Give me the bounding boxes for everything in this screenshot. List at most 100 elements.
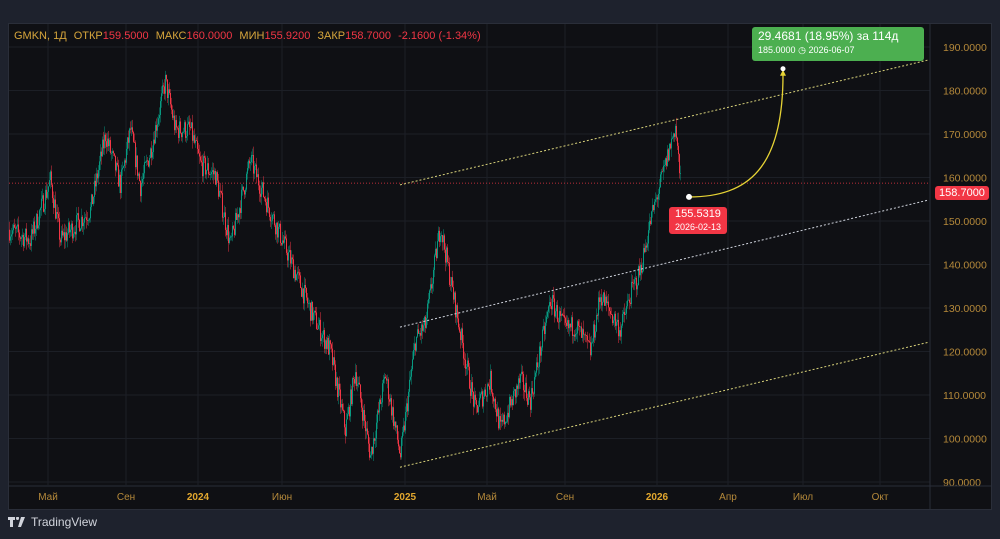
target-change: 29.4681 (18.95%) за 114д	[758, 29, 899, 43]
change-value: -2.1600 (-1.34%)	[398, 30, 481, 42]
candle	[594, 324, 595, 338]
candle	[35, 228, 36, 234]
candle	[59, 218, 60, 240]
candle	[104, 134, 105, 149]
candle	[12, 230, 13, 235]
candle	[301, 287, 302, 297]
candle	[577, 321, 578, 334]
candle	[330, 340, 331, 345]
candle	[133, 132, 134, 142]
candle	[127, 137, 128, 149]
candle	[647, 243, 648, 248]
candle	[441, 235, 442, 237]
candle	[76, 215, 77, 235]
candle	[130, 128, 131, 130]
candle	[150, 148, 151, 159]
candle	[274, 214, 275, 226]
low-value: 155.9200	[264, 30, 311, 42]
candle	[217, 172, 218, 181]
candle	[230, 236, 231, 238]
candle	[213, 170, 214, 175]
candle	[360, 384, 361, 399]
candle	[660, 174, 661, 188]
candle	[523, 374, 524, 391]
candle	[524, 390, 525, 393]
candle	[183, 131, 184, 133]
brand-name: TradingView	[31, 515, 98, 529]
candle	[409, 379, 410, 392]
candle	[182, 132, 183, 138]
candle	[531, 388, 532, 410]
candle	[604, 292, 605, 306]
candle	[571, 317, 572, 328]
candle	[539, 346, 540, 367]
candle	[64, 232, 65, 241]
candles	[9, 70, 681, 462]
candle	[121, 169, 122, 193]
x-tick-label: Сен	[556, 492, 574, 503]
candle	[512, 399, 513, 406]
candle	[642, 270, 643, 273]
candle	[528, 391, 529, 405]
chart-panel[interactable]	[8, 23, 992, 510]
ohlc-legend: GMKN, 1Д ОТКР159.5000 МАКС160.0000 МИН15…	[14, 30, 485, 42]
candle	[211, 172, 212, 175]
candle	[166, 74, 167, 80]
candle	[453, 287, 454, 300]
tradingview-logo[interactable]: TradingView	[8, 515, 97, 529]
candle	[285, 236, 286, 239]
candle	[249, 160, 250, 164]
candle	[632, 281, 633, 283]
candle	[466, 366, 467, 369]
candle	[31, 229, 32, 246]
candle	[39, 210, 40, 226]
candle	[276, 222, 277, 235]
candle	[543, 325, 544, 330]
candle	[303, 288, 304, 304]
candle	[55, 199, 56, 219]
candle	[598, 297, 599, 316]
candle	[452, 277, 453, 288]
candle	[617, 319, 618, 322]
candle	[579, 325, 580, 327]
candle	[296, 274, 297, 281]
candle	[306, 287, 307, 298]
candle	[448, 262, 449, 263]
candle	[195, 140, 196, 143]
y-tick-label: 190.0000	[943, 42, 987, 54]
candle	[544, 325, 545, 335]
candle	[389, 399, 390, 402]
candle	[103, 139, 104, 149]
candle	[557, 305, 558, 322]
clock-icon: ◷	[798, 45, 806, 55]
candle	[611, 314, 612, 316]
candle	[487, 384, 488, 397]
candle	[569, 323, 570, 329]
candle	[204, 156, 205, 158]
symbol-label[interactable]: GMKN, 1Д	[14, 30, 67, 42]
tradingview-logo-icon	[8, 517, 25, 527]
candle	[197, 140, 198, 149]
candle	[639, 266, 640, 276]
candle	[549, 302, 550, 307]
candle	[9, 229, 10, 241]
candle	[440, 236, 441, 243]
candle	[449, 262, 450, 285]
candle	[229, 237, 230, 244]
candle	[609, 307, 610, 312]
candle	[272, 215, 273, 221]
x-tick-label: 2026	[646, 492, 669, 503]
candle	[400, 453, 401, 458]
candle	[186, 136, 187, 138]
projection-target-label[interactable]: 29.4681 (18.95%) за 114д 185.0000 ◷ 2026…	[752, 27, 924, 61]
candle	[364, 409, 365, 421]
candle	[365, 420, 366, 432]
candle	[402, 432, 403, 438]
candle	[456, 305, 457, 318]
candle	[278, 226, 279, 238]
candle	[343, 409, 344, 412]
candle	[619, 330, 620, 337]
candle	[474, 394, 475, 407]
candle	[337, 377, 338, 398]
